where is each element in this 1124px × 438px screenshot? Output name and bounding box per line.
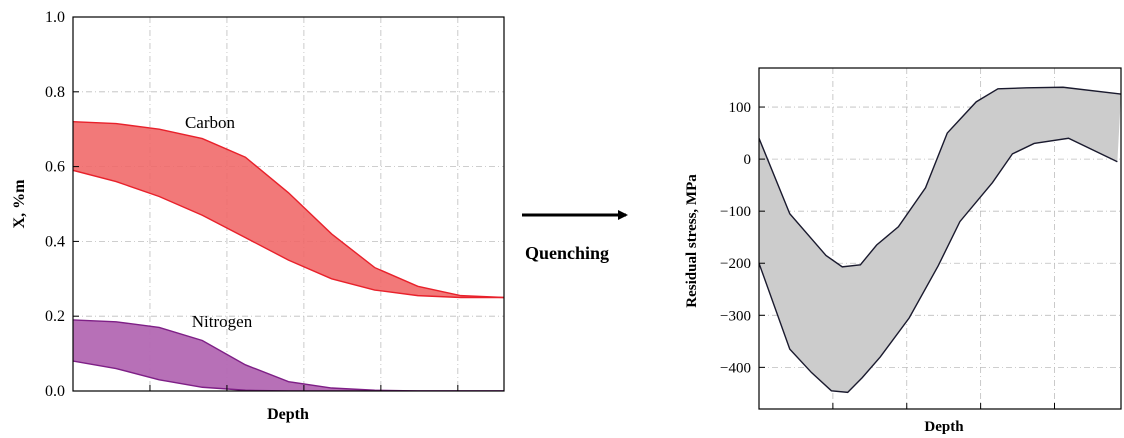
right-chart: 100 0 −100 −200 −300 −400 Depth Residual stre… <box>684 67 1122 435</box>
carbon-lower-line <box>73 169 504 299</box>
carbon-upper-line <box>73 121 504 299</box>
right-bands <box>759 86 1121 394</box>
right-ytick-labels: 100 0 −100 −200 −300 −400 <box>720 100 751 376</box>
quenching-annotation: Quenching <box>522 210 628 263</box>
left-ticks <box>73 16 459 392</box>
y-tick-label: 100 <box>729 100 752 116</box>
left-ytick-labels: 0.0 0.2 0.4 0.6 0.8 1.0 <box>45 9 65 400</box>
right-ticks <box>759 106 1056 409</box>
carbon-band <box>73 121 504 298</box>
quenching-label: Quenching <box>525 243 609 263</box>
right-x-axis-title: Depth <box>924 419 964 435</box>
y-tick-label: −300 <box>720 308 751 324</box>
y-tick-label: 1.0 <box>45 9 65 26</box>
carbon-label: Carbon <box>185 113 236 132</box>
right-y-axis-title: Residual stress, MPa <box>684 174 700 308</box>
y-tick-label: −100 <box>720 204 751 220</box>
y-tick-label: −400 <box>720 360 751 376</box>
y-tick-label: 0.2 <box>45 308 65 325</box>
right-plot-frame <box>758 67 1122 410</box>
y-tick-label: 0.6 <box>45 159 65 176</box>
nitrogen-band <box>73 319 504 391</box>
left-bands <box>73 121 504 391</box>
y-tick-label: 0.4 <box>45 233 65 250</box>
left-y-axis-title: X, %m <box>11 179 28 229</box>
left-chart: 0.0 0.2 0.4 0.6 0.8 1.0 Carbon Nitrogen Depth… <box>11 9 505 423</box>
y-tick-label: 0.0 <box>45 383 65 400</box>
y-tick-label: 0.8 <box>45 84 65 101</box>
nitrogen-upper-line <box>73 319 504 391</box>
stress-lower-line <box>759 137 1118 394</box>
stress-band <box>759 87 1121 393</box>
left-plot-frame <box>72 16 505 392</box>
nitrogen-label: Nitrogen <box>192 312 253 331</box>
y-tick-label: 0 <box>744 152 752 168</box>
stress-upper-line <box>759 86 1121 268</box>
nitrogen-lower-line <box>73 360 504 391</box>
left-x-axis-title: Depth <box>267 406 309 423</box>
y-tick-label: −200 <box>720 256 751 272</box>
